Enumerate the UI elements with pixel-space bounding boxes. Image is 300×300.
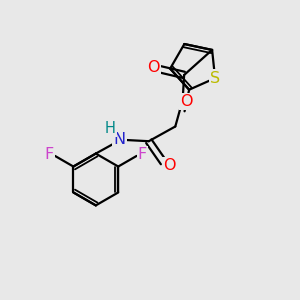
Text: O: O bbox=[148, 60, 160, 75]
Text: N: N bbox=[113, 132, 125, 147]
Text: H: H bbox=[105, 121, 116, 136]
Text: S: S bbox=[210, 71, 220, 86]
Text: F: F bbox=[44, 147, 54, 162]
Text: O: O bbox=[163, 158, 176, 173]
Text: F: F bbox=[138, 147, 147, 162]
Text: O: O bbox=[180, 94, 192, 109]
